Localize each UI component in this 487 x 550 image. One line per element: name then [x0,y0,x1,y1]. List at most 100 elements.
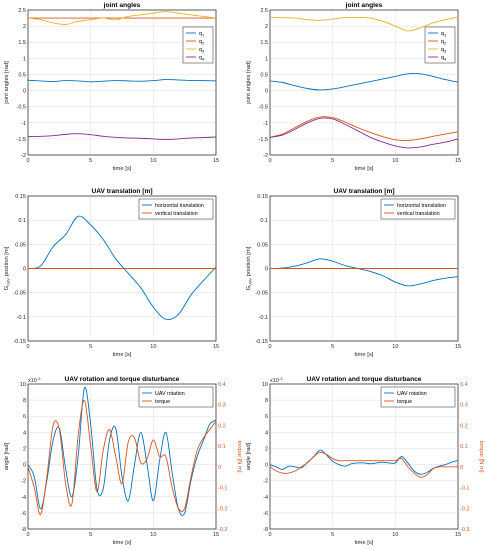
y-tick-label: -4 [21,495,26,501]
x-tick-label: 5 [89,344,92,350]
x-tick-label: 5 [89,532,92,538]
series-line-q1 [27,79,217,83]
y2-tick-label: 0.2 [218,423,226,429]
series-line-q3 [27,11,217,25]
y-tick-label: -0.1 [17,315,26,321]
legend: horizontal translation vertical translati… [138,198,214,220]
legend: horizontal translation vertical translati… [380,198,456,220]
legend-label: q4 [441,55,447,62]
legend-label: q3 [441,47,447,54]
plot-area [27,383,217,530]
y2-tick-label: 0 [460,465,463,471]
legend-label: torque [155,399,170,405]
legend-label: q1 [441,31,447,38]
legend: UAV rotation torque [138,386,214,408]
chart-title: joint angles [345,2,383,9]
x-tick-label: 15 [455,344,461,350]
legend-label: torque [397,399,412,405]
y2-tick-label: -0.2 [218,506,227,512]
y-tick-label: 6 [265,414,268,420]
y-axis-label: GUAV position [m] [246,246,253,290]
y-tick-label: 4 [265,430,268,436]
y-tick-label: -8 [263,527,268,533]
x-tick-label: 15 [213,532,219,538]
legend-label: q4 [199,55,205,62]
x-tick-label: 0 [268,532,271,538]
y-axis-label: GUAV position [m] [4,246,11,290]
y-tick-label: 2 [23,446,26,452]
y-tick-label: 0.05 [257,242,268,248]
plot-frame [27,9,217,156]
x-tick-label: 10 [392,344,398,350]
y-tick-label: 0.15 [257,194,268,200]
y-tick-label: -2 [263,479,268,485]
y2-tick-label: 0.1 [218,444,226,450]
y-tick-label: 0.05 [15,242,26,248]
y-tick-label: 10 [262,382,268,388]
y-tick-label: 0.1 [18,218,26,224]
y-tick-label: -1.5 [17,137,26,143]
y-tick-label: 0 [265,267,268,273]
y-tick-label: -8 [21,527,26,533]
y-tick-label: 1.5 [18,40,26,46]
x-tick-label: 0 [268,158,271,164]
y2-tick-label: -0.3 [218,527,227,533]
legend-box [138,386,214,408]
y-tick-label: -0.5 [259,105,268,111]
series-line-q3 [269,16,459,32]
y-tick-label: 4 [23,430,26,436]
y-tick-label: -0.05 [13,291,26,297]
legend: UAV rotation torque [380,386,456,408]
x-axis-label: time [s] [355,540,374,546]
x-tick-label: 0 [26,344,29,350]
y-tick-label: -0.15 [13,339,26,345]
legend-box [138,198,214,220]
y2-tick-label: 0.4 [218,382,226,388]
y-tick-label: -2 [21,153,26,159]
legend-label: UAV rotation [155,391,185,397]
x-tick-label: 10 [392,532,398,538]
series-line-torque [27,400,217,515]
y-tick-label: 8 [23,398,26,404]
y-tick-label: -1 [263,121,268,127]
legend-box [380,198,456,220]
y-exponent-label: x10-3 [28,376,41,384]
y-tick-label: -0.15 [255,339,268,345]
chart-panel-4: 0 5 10 15 -0.15 -0.1 -0.05 0 0.05 0.1 0.15 UAV tran… [246,188,461,358]
y-tick-label: 0 [23,267,26,273]
y-tick-label: 1 [23,56,26,62]
y-tick-label: 0 [265,463,268,469]
y2-tick-label: -0.2 [460,506,469,512]
y-tick-label: 0.15 [15,194,26,200]
legend-label: q3 [199,47,205,54]
plot-frame [269,9,459,156]
x-axis-label: time [s] [113,540,132,546]
plot-frame [27,383,217,530]
y-tick-label: -0.05 [255,291,268,297]
y-tick-label: 1 [265,56,268,62]
y-axis-label: angle [rad] [246,442,252,470]
legend-label: q2 [441,39,447,46]
y-tick-label: -0.5 [17,105,26,111]
y-tick-label: 2 [23,24,26,30]
y-tick-label: 0 [265,89,268,95]
x-tick-label: 0 [268,344,271,350]
y-tick-label: 0 [23,463,26,469]
chart-title: UAV rotation and torque disturbance [307,376,422,383]
chart-panel-5: 0 5 10 15 -8 -6 -4 -2 0 2 4 6 8 10 -0.3 -0.2 -0.1 0 0.1 0.2… [4,376,242,546]
y-tick-label: -6 [263,511,268,517]
y2-tick-label: 0.1 [460,444,468,450]
x-tick-label: 10 [392,158,398,164]
legend-label: vertical translation [155,211,198,217]
chart-panel-2: 0 5 10 15 -2 -1.5 -1 -0.5 0 0.5 1 1.5 2 2.5 joint angl… [246,2,461,172]
series-line-horizontal-translation [27,215,217,321]
plot-area [269,383,459,530]
series-line-torque [269,451,458,478]
x-tick-label: 5 [331,532,334,538]
y2-axis-label: torque [N m] [478,441,484,473]
y-tick-label: 10 [20,382,26,388]
y2-tick-label: -0.3 [460,527,469,533]
y-tick-label: 2.5 [18,8,26,14]
x-tick-label: 10 [150,344,156,350]
y-tick-label: -1.5 [259,137,268,143]
